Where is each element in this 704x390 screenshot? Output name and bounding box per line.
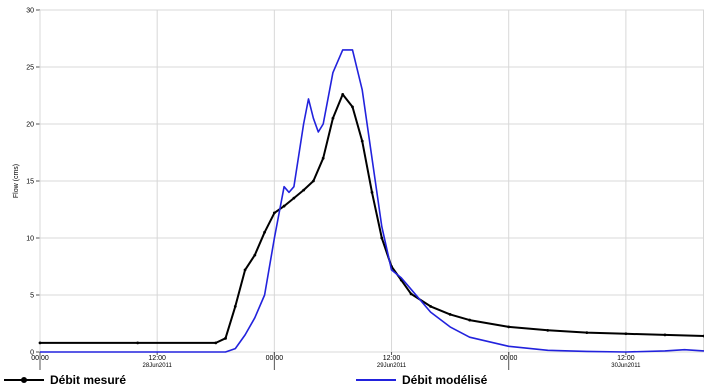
data-point-measured [38,341,42,345]
data-point-measured [331,116,335,120]
data-point-measured [321,156,325,160]
data-point-measured [272,211,276,215]
data-point-measured [224,336,227,340]
data-point-measured [663,333,667,337]
data-point-measured [351,105,354,109]
series-line-modeled [40,49,704,353]
x-date-label: 30Jun2011 [611,363,641,369]
x-tick-label: 12:00 [148,355,166,362]
y-axis-label: Flow (cms) [13,164,20,198]
data-point-measured [624,332,628,336]
legend-item-measured: Débit mesuré [4,372,126,388]
data-point-measured [341,92,345,96]
data-point-measured [468,318,472,322]
data-point-measured [292,196,296,200]
x-date-label: 29Jun2011 [377,363,407,369]
legend-swatch-measured [4,374,44,386]
y-tick-label: 15 [26,179,34,186]
data-point-measured [429,305,432,308]
legend-item-modeled: Débit modélisé [356,372,487,388]
data-point-measured [370,191,374,194]
y-tick-label: 10 [26,236,34,243]
y-tick-label: 25 [26,65,34,72]
data-point-measured [243,268,247,272]
data-point-measured [282,204,286,208]
y-tick-label: 0 [30,350,34,357]
x-tick-label: 12:00 [617,355,635,362]
y-tick-label: 5 [30,293,34,300]
series-line-measured [40,93,704,344]
data-point-measured [253,253,257,257]
legend-label-measured: Débit mesuré [50,373,127,387]
data-point-measured [233,305,237,308]
legend-swatch-modeled [356,374,396,386]
x-tick-label: 12:00 [383,355,401,362]
data-point-measured [136,341,140,345]
y-tick-label: 20 [26,122,34,129]
x-date-label: 28Jun2011 [143,363,173,369]
data-point-measured [380,236,384,240]
data-point-measured [546,328,550,332]
y-tick-label: 30 [26,8,34,15]
data-point-measured [507,325,511,329]
data-point-measured [302,188,306,192]
data-point-measured [409,292,413,296]
data-point-measured [360,139,364,143]
data-point-measured [312,179,315,183]
data-point-measured [585,331,589,335]
data-point-measured [263,230,266,234]
data-point-measured [448,312,452,316]
flow-chart: 05101520253000:0012:0028Jun201100:0012:0… [13,8,704,370]
data-point-measured [214,341,218,345]
legend-label-modeled: Débit modélisé [402,373,488,387]
